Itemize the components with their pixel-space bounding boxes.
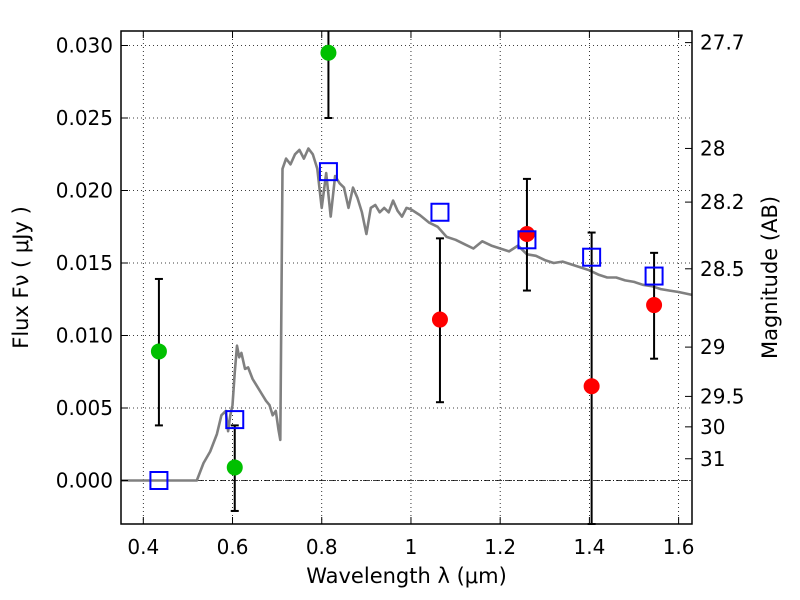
data-markers	[149, 44, 664, 490]
right-tick-label: 27.7	[700, 31, 745, 55]
model-curve-line	[121, 147, 693, 482]
right-tick-label: 29.5	[700, 384, 745, 408]
right-tick-label: 28	[700, 136, 725, 160]
x-tick-label: 1.2	[484, 535, 516, 559]
data-point-circle	[646, 297, 663, 314]
data-point-circle	[518, 226, 535, 242]
x-tick-label: 1.6	[663, 535, 695, 559]
y-tick-label: 0.015	[56, 251, 113, 275]
right-tick-label: 28.2	[700, 190, 745, 214]
data-point-circle	[320, 44, 337, 61]
y-tick-label: 0.010	[56, 324, 113, 348]
data-point-square	[149, 471, 169, 490]
right-tick-label: 30	[700, 415, 725, 439]
plot-frame	[120, 30, 693, 525]
y-tick-label: 0.020	[56, 179, 113, 203]
y-axis-title: Flux Fν ( μJy )	[9, 206, 33, 349]
y-tick-label: 0.000	[56, 469, 113, 493]
data-point-square	[318, 162, 338, 182]
y-tick-label: 0.005	[56, 396, 113, 420]
x-tick-label: 0.8	[306, 535, 338, 559]
right-axis-title: Magnitude (AB)	[758, 196, 782, 359]
data-point-square	[582, 247, 602, 267]
data-point-square	[225, 410, 245, 430]
y-axis-ticks: 0.000 0.005 0.010 0.015 0.020 0.025 0.030	[56, 34, 128, 493]
x-tick-label: 0.4	[127, 535, 159, 559]
x-tick-label: 1	[405, 535, 418, 559]
data-point-circle	[431, 311, 448, 328]
right-tick-label: 28.5	[700, 257, 745, 281]
data-point-circle	[150, 343, 167, 360]
x-axis-ticks: 0.4 0.6 0.8 1 1.2 1.4 1.6	[127, 31, 695, 559]
y-tick-label: 0.025	[56, 106, 113, 130]
data-point-circle	[226, 459, 243, 476]
data-point-square	[644, 266, 664, 286]
x-tick-label: 1.4	[573, 535, 605, 559]
y-tick-label: 0.030	[56, 34, 113, 58]
right-tick-label: 31	[700, 447, 725, 471]
x-tick-label: 0.6	[217, 535, 249, 559]
error-bars	[154, 31, 659, 525]
model-spectrum	[121, 147, 693, 482]
data-point-circle	[583, 378, 600, 395]
data-point-square	[517, 230, 537, 250]
right-tick-label: 29	[700, 335, 725, 359]
data-point-square	[430, 202, 450, 222]
right-axis-ticks: 27.7 28 28.2 28.5 29 29.5 30 31	[685, 31, 745, 471]
x-axis-title: Wavelength λ (μm)	[306, 564, 507, 588]
